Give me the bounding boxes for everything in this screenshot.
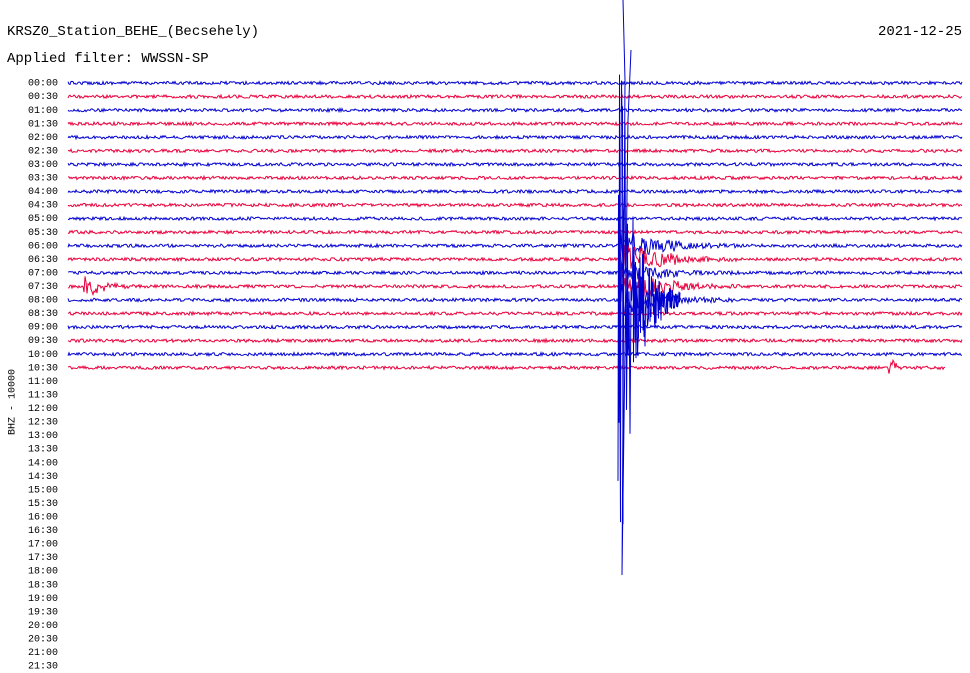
trace xyxy=(67,93,963,100)
time-label: 19:00 xyxy=(28,594,58,605)
time-label: 08:30 xyxy=(28,309,58,320)
time-label: 14:00 xyxy=(28,458,58,469)
trace xyxy=(67,188,963,195)
traces xyxy=(67,0,963,576)
time-label: 10:30 xyxy=(28,363,58,374)
trace xyxy=(67,351,963,358)
trace xyxy=(67,202,963,209)
station-title: KRSZ0_Station_BEHE_(Becsehely) xyxy=(7,24,259,40)
time-label: 19:30 xyxy=(28,607,58,618)
time-label: 01:30 xyxy=(28,119,58,130)
time-label: 18:00 xyxy=(28,567,58,578)
axis-label: BHZ - 10000 xyxy=(8,369,19,435)
trace xyxy=(67,215,963,222)
time-label: 10:00 xyxy=(28,350,58,361)
trace xyxy=(67,263,963,282)
time-label: 18:30 xyxy=(28,580,58,591)
time-label: 21:00 xyxy=(28,648,58,659)
time-label: 17:30 xyxy=(28,553,58,564)
time-label: 12:30 xyxy=(28,418,58,429)
time-label: 08:00 xyxy=(28,296,58,307)
trace xyxy=(67,284,963,318)
time-label: 17:00 xyxy=(28,540,58,551)
time-label: 12:00 xyxy=(28,404,58,415)
time-label: 03:00 xyxy=(28,160,58,171)
time-label: 20:30 xyxy=(28,635,58,646)
time-label: 03:30 xyxy=(28,174,58,185)
trace xyxy=(67,120,963,127)
trace xyxy=(67,229,963,236)
filter-label: Applied filter: WWSSN-SP xyxy=(7,51,209,67)
time-label: 07:00 xyxy=(28,268,58,279)
time-label: 14:30 xyxy=(28,472,58,483)
time-label: 21:30 xyxy=(28,662,58,673)
time-label: 16:30 xyxy=(28,526,58,537)
time-label: 13:00 xyxy=(28,431,58,442)
trace xyxy=(67,244,963,269)
trace xyxy=(67,310,963,317)
trace xyxy=(67,107,963,114)
time-label: 04:30 xyxy=(28,201,58,212)
time-label: 02:30 xyxy=(28,146,58,157)
trace xyxy=(67,79,963,86)
event-burst xyxy=(617,0,681,576)
time-label: 13:30 xyxy=(28,445,58,456)
time-label: 09:00 xyxy=(28,323,58,334)
time-label: 15:30 xyxy=(28,499,58,510)
time-label: 11:00 xyxy=(28,377,58,388)
time-label: 05:30 xyxy=(28,228,58,239)
trace xyxy=(67,337,963,344)
time-label: 11:30 xyxy=(28,390,58,401)
trace xyxy=(67,358,946,374)
trace xyxy=(67,230,963,260)
time-label: 05:00 xyxy=(28,214,58,225)
time-label: 07:30 xyxy=(28,282,58,293)
time-label: 06:00 xyxy=(28,241,58,252)
time-label: 01:00 xyxy=(28,106,58,117)
time-label: 15:00 xyxy=(28,485,58,496)
time-labels: 00:00 00:30 01:00 01:30 02:00 02:30 03:00 03:30… xyxy=(28,79,58,673)
time-label: 06:30 xyxy=(28,255,58,266)
trace xyxy=(68,269,963,302)
trace xyxy=(67,161,963,168)
time-label: 20:00 xyxy=(28,621,58,632)
time-label: 09:30 xyxy=(28,336,58,347)
time-label: 00:30 xyxy=(28,92,58,103)
time-label: 02:00 xyxy=(28,133,58,144)
trace xyxy=(67,134,963,141)
time-label: 04:00 xyxy=(28,187,58,198)
date: 2021-12-25 xyxy=(878,24,962,40)
trace xyxy=(67,147,963,154)
trace xyxy=(67,324,963,330)
time-label: 16:00 xyxy=(28,513,58,524)
time-label: 00:00 xyxy=(28,79,58,90)
trace xyxy=(68,174,963,182)
